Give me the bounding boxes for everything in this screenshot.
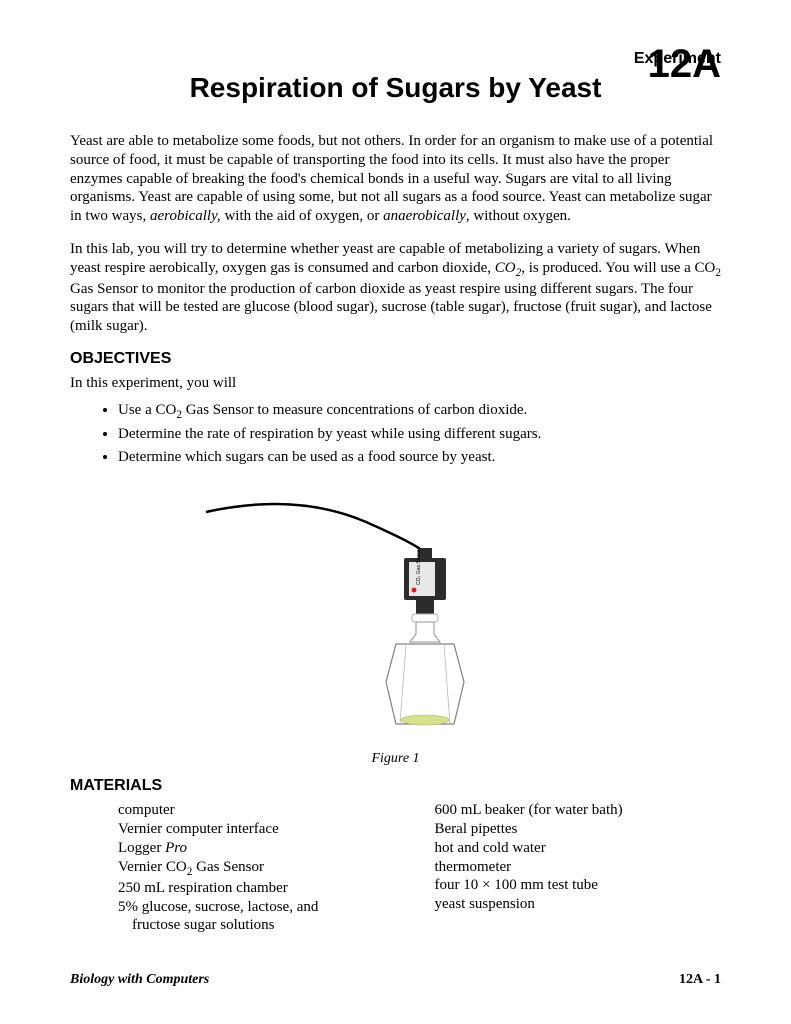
intro-para-2: In this lab, you will try to determine w… bbox=[70, 240, 721, 336]
material-item: four 10 × 100 mm test tube bbox=[435, 876, 722, 895]
yeast-suspension bbox=[401, 715, 449, 725]
objectives-lead: In this experiment, you will bbox=[70, 374, 721, 393]
materials-heading: MATERIALS bbox=[70, 777, 721, 795]
page-title: Respiration of Sugars by Yeast bbox=[190, 72, 602, 104]
material-item: yeast suspension bbox=[435, 895, 722, 914]
apparatus-diagram: CO₂ Gas Sensor bbox=[196, 482, 596, 742]
sensor-stem bbox=[416, 600, 434, 614]
text: , without oxygen. bbox=[466, 208, 571, 224]
footer-left: Biology with Computers bbox=[70, 972, 209, 988]
material-item: computer bbox=[118, 801, 405, 820]
page-footer: Biology with Computers 12A - 1 bbox=[70, 972, 721, 988]
material-item: Vernier computer interface bbox=[118, 820, 405, 839]
objectives-heading: OBJECTIVES bbox=[70, 350, 721, 368]
material-item: 250 mL respiration chamber bbox=[118, 879, 405, 898]
em-aerobically: aerobically, bbox=[150, 208, 221, 224]
materials-columns: computer Vernier computer interface Logg… bbox=[118, 801, 721, 935]
text: Determine the rate of respiration by yea… bbox=[118, 426, 541, 442]
em-anaerobically: anaerobically bbox=[383, 208, 466, 224]
text: with the aid of oxygen, or bbox=[221, 208, 383, 224]
figure-caption: Figure 1 bbox=[70, 751, 721, 767]
objectives-list: Use a CO2 Gas Sensor to measure concentr… bbox=[118, 399, 721, 469]
header: Experiment bbox=[70, 50, 721, 68]
material-item: thermometer bbox=[435, 858, 722, 877]
experiment-number: 12A bbox=[648, 42, 721, 87]
material-item: 5% glucose, sucrose, lactose, and bbox=[118, 898, 405, 917]
list-item: Determine the rate of respiration by yea… bbox=[118, 423, 721, 446]
material-item: Logger Pro bbox=[118, 839, 405, 858]
text: Gas Sensor to monitor the production of … bbox=[70, 281, 712, 335]
footer-right: 12A - 1 bbox=[679, 972, 721, 988]
bottle-body bbox=[386, 644, 464, 724]
bottle-neck bbox=[410, 622, 440, 642]
materials-left: computer Vernier computer interface Logg… bbox=[118, 801, 405, 935]
material-item: Vernier CO2 Gas Sensor bbox=[118, 858, 405, 879]
sub: 2 bbox=[715, 267, 721, 279]
text: Gas Sensor to measure concentrations of … bbox=[182, 402, 527, 418]
material-item: 600 mL beaker (for water bath) bbox=[435, 801, 722, 820]
materials-right: 600 mL beaker (for water bath) Beral pip… bbox=[435, 801, 722, 935]
intro-para-1: Yeast are able to metabolize some foods,… bbox=[70, 132, 721, 226]
list-item: Determine which sugars can be used as a … bbox=[118, 446, 721, 469]
co2-label: CO bbox=[495, 260, 516, 276]
sensor-label-text: CO₂ Gas Sensor bbox=[416, 548, 422, 586]
title-row: Respiration of Sugars by Yeast 12A bbox=[70, 72, 721, 104]
text: , is produced. You will use a CO bbox=[521, 260, 715, 276]
figure-1: CO₂ Gas Sensor Figure 1 bbox=[70, 482, 721, 767]
material-item: fructose sugar solutions bbox=[132, 916, 405, 935]
bottle-collar bbox=[412, 614, 438, 622]
material-item: Beral pipettes bbox=[435, 820, 722, 839]
text: Use a CO bbox=[118, 402, 176, 418]
wire bbox=[206, 504, 424, 552]
text: Determine which sugars can be used as a … bbox=[118, 449, 495, 465]
list-item: Use a CO2 Gas Sensor to measure concentr… bbox=[118, 399, 721, 424]
sensor-led bbox=[411, 588, 416, 593]
material-item: hot and cold water bbox=[435, 839, 722, 858]
